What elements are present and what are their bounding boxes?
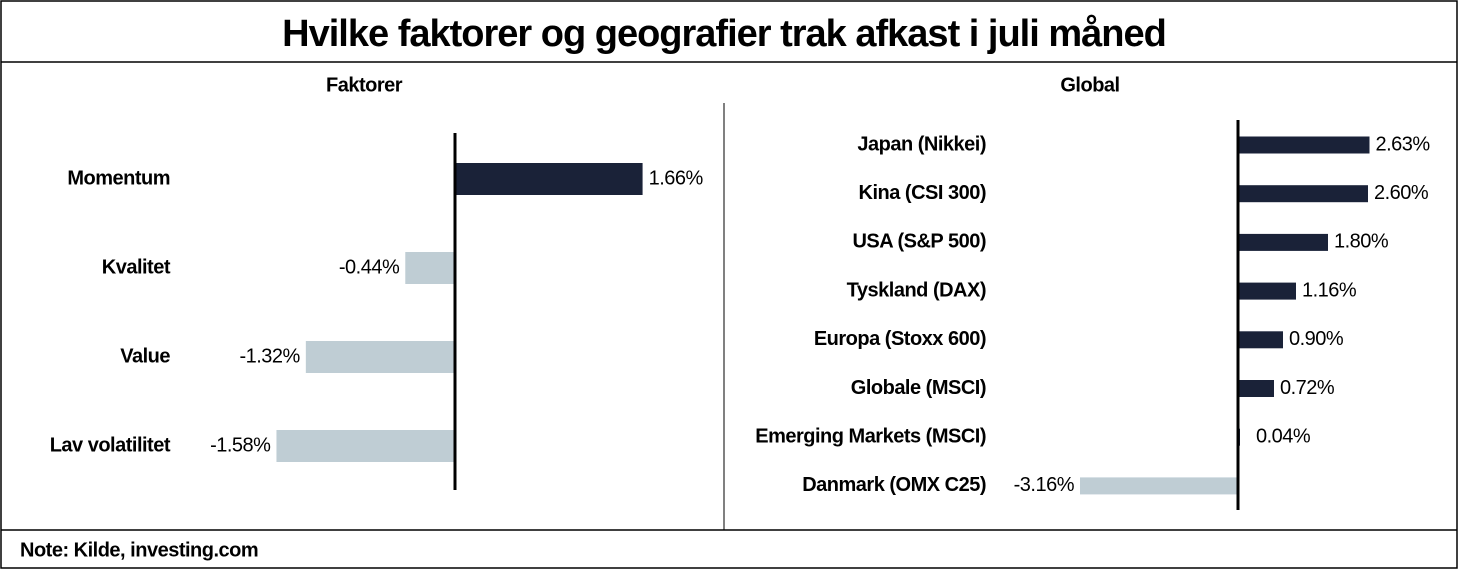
bar <box>1238 282 1296 300</box>
value-label: 1.80% <box>1334 231 1389 253</box>
bar <box>1238 331 1283 349</box>
value-label: -1.32% <box>239 345 300 367</box>
category-label: Lav volatilitet <box>50 434 171 456</box>
bar <box>1080 477 1238 495</box>
category-label: Danmark (OMX C25) <box>802 474 986 496</box>
value-label: 1.16% <box>1302 279 1357 301</box>
value-label: -3.16% <box>1014 474 1075 496</box>
value-label: 1.66% <box>649 167 704 189</box>
bar <box>305 341 455 373</box>
category-label: Value <box>120 345 170 367</box>
bar <box>1238 185 1368 203</box>
bar <box>405 252 455 284</box>
chart-title: Faktorer <box>326 74 403 96</box>
value-label: 2.63% <box>1376 133 1431 155</box>
category-label: Kvalitet <box>102 256 171 278</box>
value-label: 2.60% <box>1374 182 1429 204</box>
value-label: 0.72% <box>1280 377 1335 399</box>
category-label: USA (S&P 500) <box>852 231 986 253</box>
page-title: Hvilke faktorer og geografier trak afkas… <box>282 13 1166 55</box>
value-label: -1.58% <box>210 434 271 456</box>
category-label: Japan (Nikkei) <box>857 133 986 155</box>
note: Note: Kilde, investing.com <box>20 539 258 561</box>
bar <box>1238 136 1370 154</box>
bar <box>276 430 455 462</box>
category-label: Momentum <box>67 167 170 189</box>
value-label: 0.90% <box>1289 328 1344 350</box>
bar <box>1238 233 1328 251</box>
category-label: Globale (MSCI) <box>851 377 986 399</box>
value-label: -0.44% <box>339 256 400 278</box>
category-label: Emerging Markets (MSCI) <box>755 425 986 447</box>
bar <box>455 163 643 195</box>
category-label: Europa (Stoxx 600) <box>814 328 986 350</box>
chart-title: Global <box>1060 74 1119 96</box>
bar <box>1238 380 1274 397</box>
value-label: 0.04% <box>1256 425 1311 447</box>
category-label: Tyskland (DAX) <box>847 279 986 301</box>
category-label: Kina (CSI 300) <box>859 182 986 204</box>
